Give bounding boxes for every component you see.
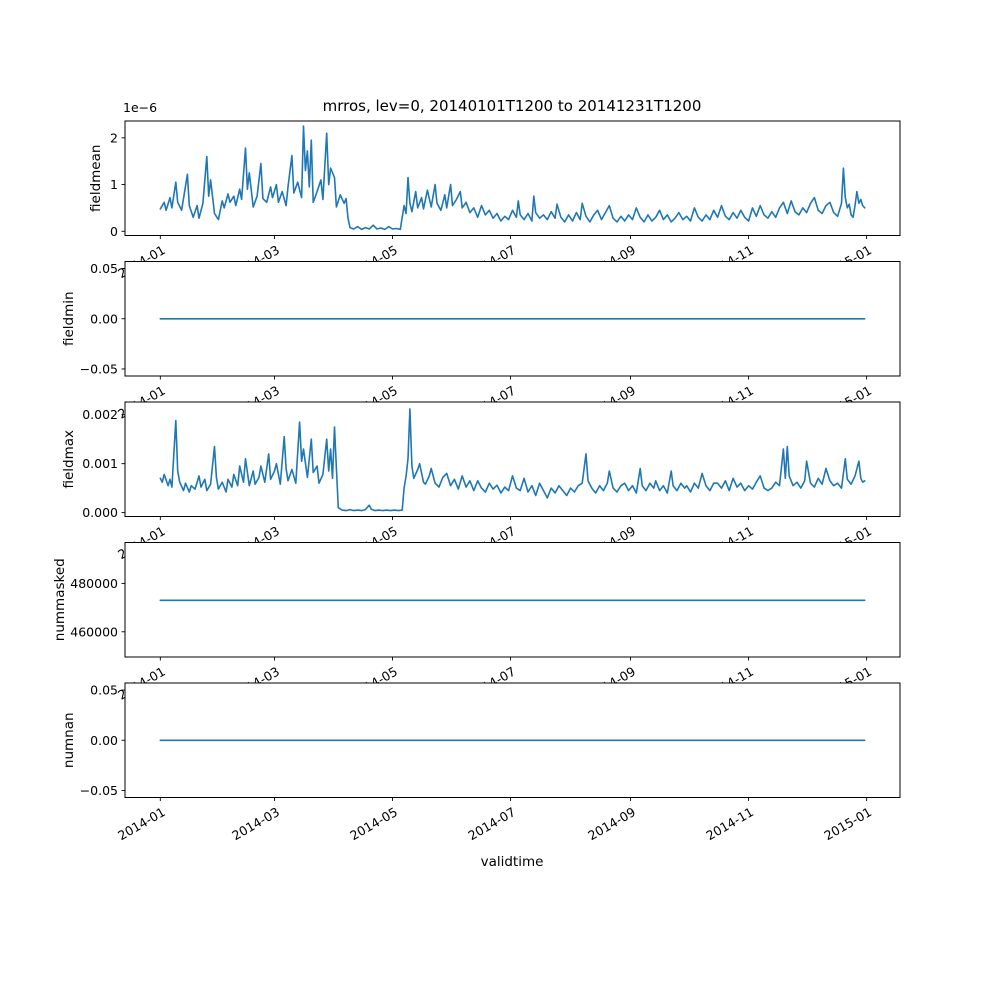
axes-frame (124, 401, 901, 517)
y-tick-label: 0.05 (90, 683, 118, 698)
x-tick-label: 2014-09 (585, 804, 638, 843)
y-tick-label: 0.000 (82, 505, 118, 520)
y-axis-label: numnan (61, 712, 77, 768)
series-line-fieldmean (159, 125, 866, 231)
y-tick-label: 0.002 (82, 407, 118, 422)
y-axis-label: nummasked (52, 558, 68, 641)
y-tick-label: 0.001 (82, 456, 118, 471)
y-tick-label: 480000 (70, 576, 118, 591)
x-tick-label: 2014-11 (703, 804, 756, 843)
y-tick-label: 0.00 (90, 733, 118, 748)
y-tick-label: −0.05 (80, 783, 118, 798)
y-tick-label: 0 (110, 224, 118, 239)
subplot-numnan: −0.05 0.00 0.05 numnan 2014-01 2014-03 2014-05… (61, 682, 901, 843)
y-tick-label: 1 (110, 177, 118, 192)
y-tick-label: −0.05 (80, 361, 118, 376)
x-axis-title: validtime (481, 854, 544, 870)
y-tick-label: 0.00 (90, 311, 118, 326)
figure-title: mrros, lev=0, 20140101T1200 to 20141231T… (323, 97, 702, 115)
series-line-fieldmax (159, 408, 866, 512)
x-tick-label: 2014-05 (347, 804, 400, 843)
x-tick-label: 2014-03 (229, 804, 282, 843)
y-tick-label: 460000 (70, 624, 118, 639)
y-axis-label: fieldmax (61, 430, 77, 489)
y-tick-label: 2 (110, 130, 118, 145)
subplot-nummasked: 460000480000nummasked2014-012014-032014-… (52, 542, 901, 703)
offset-text: 1e−6 (123, 100, 157, 115)
subplot-fieldmin: −0.050.000.05fieldmin2014-012014-032014-… (61, 261, 901, 422)
y-axis-label: fieldmean (88, 145, 104, 212)
x-tick-label: 2014-07 (465, 804, 518, 843)
axes-frame (124, 120, 901, 236)
x-tick-label: 2015-01 (821, 804, 874, 843)
subplot-fieldmean: 012fieldmean1e−62014-012014-032014-05201… (88, 100, 901, 281)
subplot-fieldmax: 0.0000.0010.002fieldmax2014-012014-03201… (61, 401, 901, 562)
x-tick-label: 2014-01 (115, 804, 168, 843)
y-tick-label: 0.05 (90, 261, 118, 276)
y-axis-label: fieldmin (61, 291, 77, 346)
